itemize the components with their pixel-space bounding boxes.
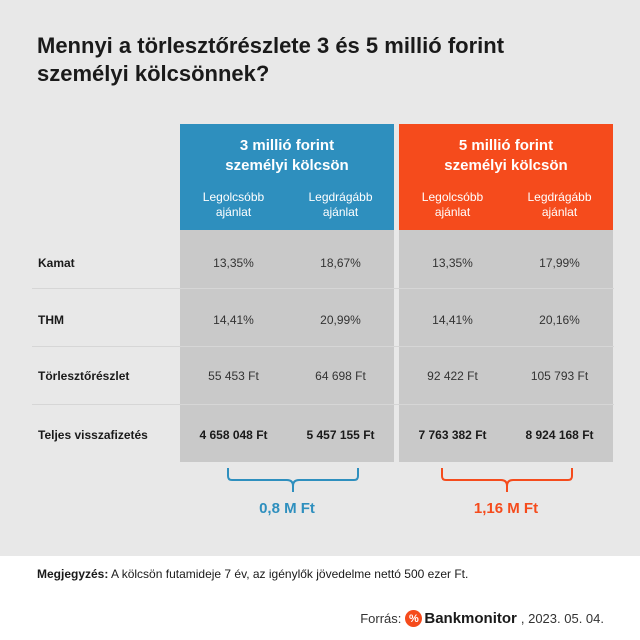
row-divider [32,404,614,405]
column-title-5m-line-2: személyi kölcsön [444,157,568,174]
subheader-5m-cheapest: Legolcsóbb ajánlat [399,190,506,220]
row-label-installment: Törlesztőrészlet [38,369,130,383]
difference-3m: 0,8 M Ft [259,500,315,517]
subheader-3m-most-expensive-line-2: ajánlat [322,205,359,219]
cell-total-3m-cheapest: 4 658 048 Ft [199,428,268,442]
cell-kamat-3m-expensive: 18,67% [320,256,361,270]
row-label-kamat: Kamat [38,256,75,270]
column-title-5m-line-1: 5 millió forint [458,137,554,154]
infographic-title: Mennyi a törlesztőrészlete 3 és 5 millió… [37,32,617,88]
footnote-label: Megjegyzés: [37,567,109,581]
bracket-3m [227,468,359,492]
cell-kamat-5m-expensive: 17,99% [539,256,580,270]
bracket-5m [441,468,573,492]
column-title-5m: 5 millió forint személyi kölcsön [399,136,613,176]
subheader-3m-cheapest: Legolcsóbb ajánlat [180,190,287,220]
source-label: Forrás: [360,611,402,626]
cell-thm-5m-expensive: 20,16% [539,313,580,327]
cell-total-3m-expensive: 5 457 155 Ft [306,428,375,442]
column-header-5m: 5 millió forint személyi kölcsön Legolcs… [399,124,613,230]
title-line-2: személyi kölcsönnek? [37,61,270,86]
brand-name: Bankmonitor [424,610,517,627]
cell-installment-3m-expensive: 64 698 Ft [315,369,366,383]
percent-logo-icon: % [405,610,423,627]
footnote-text: A kölcsön futamideje 7 év, az igénylők j… [111,567,469,581]
cell-thm-3m-cheapest: 14,41% [213,313,254,327]
subheader-3m-most-expensive-line-1: Legdrágább [308,190,373,204]
row-label-total-repayment: Teljes visszafizetés [38,428,148,442]
cell-kamat-3m-cheapest: 13,35% [213,256,254,270]
subheader-3m-most-expensive: Legdrágább ajánlat [287,190,394,220]
subheader-5m-most-expensive-line-1: Legdrágább [527,190,592,204]
row-divider [32,288,614,289]
subheader-3m-cheapest-line-1: Legolcsóbb [202,190,265,204]
footnote: Megjegyzés: A kölcsön futamideje 7 év, a… [37,567,468,581]
title-line-1: Mennyi a törlesztőrészlete 3 és 5 millió… [37,33,505,58]
cell-total-5m-cheapest: 7 763 382 Ft [418,428,487,442]
subheader-5m-most-expensive: Legdrágább ajánlat [506,190,613,220]
infographic-panel: Mennyi a törlesztőrészlete 3 és 5 millió… [0,0,640,556]
cell-total-5m-expensive: 8 924 168 Ft [525,428,594,442]
source-date: , 2023. 05. 04. [520,611,604,626]
column-header-3m: 3 millió forint személyi kölcsön Legolcs… [180,124,394,230]
subheader-5m-most-expensive-line-2: ajánlat [541,205,578,219]
cell-thm-5m-cheapest: 14,41% [432,313,473,327]
cell-installment-5m-expensive: 105 793 Ft [530,369,589,383]
cell-installment-5m-cheapest: 92 422 Ft [427,369,478,383]
subheader-3m-cheapest-line-2: ajánlat [215,205,252,219]
subheader-5m-cheapest-line-2: ajánlat [434,205,471,219]
column-title-3m-line-1: 3 millió forint [239,137,335,154]
source-line: Forrás: % Bankmonitor , 2023. 05. 04. [360,610,604,627]
column-title-3m-line-2: személyi kölcsön [225,157,349,174]
column-title-3m: 3 millió forint személyi kölcsön [180,136,394,176]
cell-installment-3m-cheapest: 55 453 Ft [208,369,259,383]
cell-kamat-5m-cheapest: 13,35% [432,256,473,270]
cell-thm-3m-expensive: 20,99% [320,313,361,327]
row-divider [32,346,614,347]
difference-5m: 1,16 M Ft [473,500,539,517]
row-label-thm: THM [38,313,64,327]
bankmonitor-logo: % Bankmonitor [405,610,517,627]
subheader-5m-cheapest-line-1: Legolcsóbb [421,190,484,204]
